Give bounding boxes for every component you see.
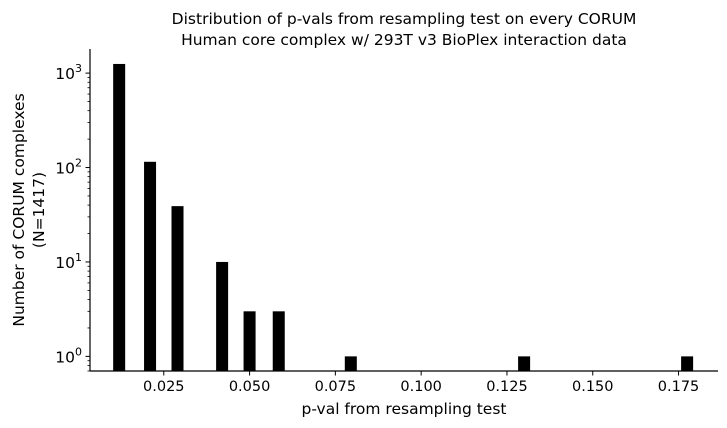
bar — [272, 311, 285, 371]
y-tick-label: 100 — [55, 345, 82, 366]
x-ticks: 0.025 0.050 0.075 0.100 0.125 0.150 0.175 — [143, 371, 699, 395]
y-axis-label-line-1: Number of CORUM complexes — [10, 93, 28, 326]
bar — [144, 161, 157, 371]
x-tick-label: 0.150 — [572, 379, 614, 395]
bar — [518, 356, 531, 371]
y-tick-label: 103 — [55, 62, 82, 83]
x-tick-label: 0.050 — [229, 379, 271, 395]
chart-title-line-2: Human core complex w/ 293T v3 BioPlex in… — [181, 31, 627, 49]
x-tick-label: 0.100 — [400, 379, 442, 395]
y-tick-label: 101 — [55, 251, 82, 272]
chart-title-line-1: Distribution of p-vals from resampling t… — [172, 10, 637, 28]
bar — [171, 206, 184, 371]
x-tick-label: 0.025 — [143, 379, 185, 395]
bar — [113, 63, 126, 371]
x-axis-label: p-val from resampling test — [302, 400, 507, 418]
y-axis-label-line-2: (N=1417) — [30, 172, 48, 248]
bar — [216, 261, 229, 371]
bars — [113, 63, 694, 371]
x-tick-label: 0.125 — [486, 379, 528, 395]
bar — [344, 356, 357, 371]
bar — [243, 311, 256, 371]
x-tick-label: 0.075 — [315, 379, 357, 395]
bar — [681, 356, 694, 371]
x-tick-label: 0.175 — [658, 379, 700, 395]
y-tick-label: 102 — [55, 157, 82, 178]
y-ticks: 100 101 102 103 — [55, 62, 90, 366]
